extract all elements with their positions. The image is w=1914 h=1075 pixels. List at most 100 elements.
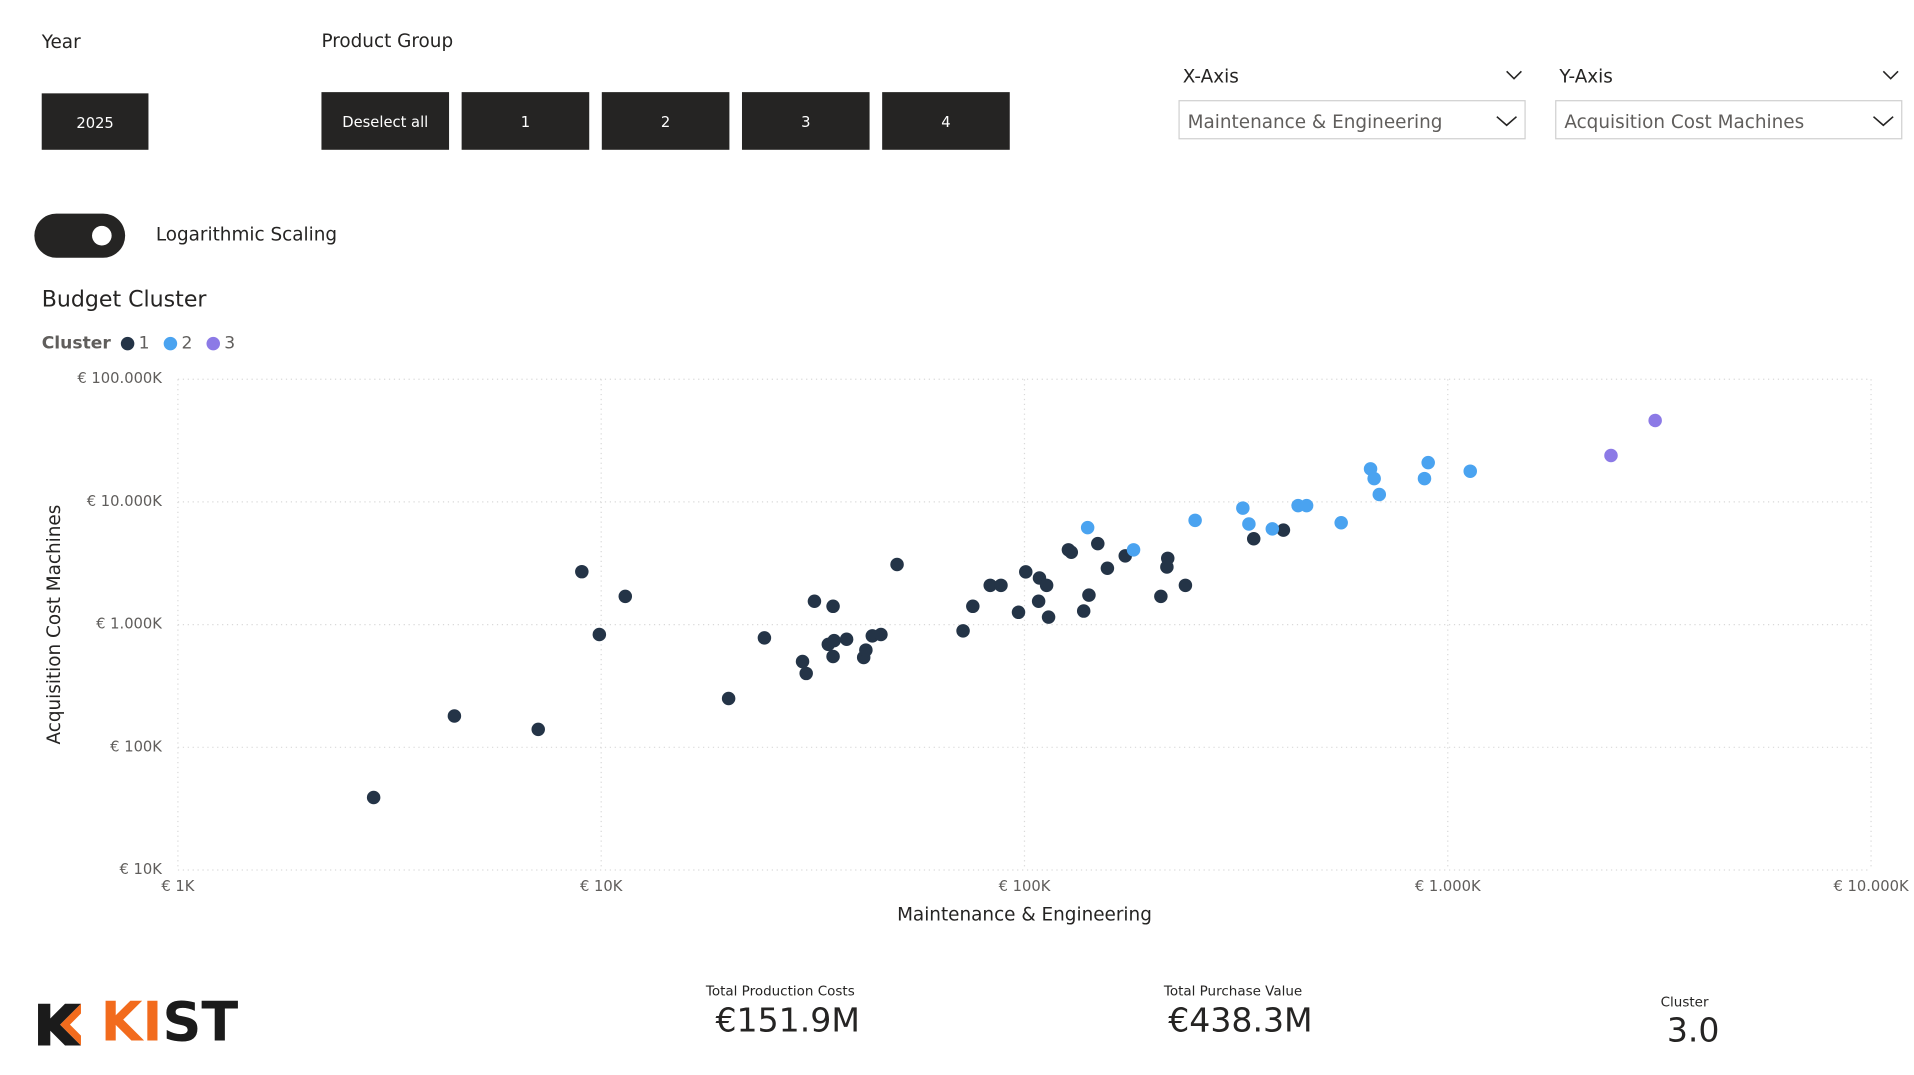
- year-button[interactable]: [41, 93, 149, 150]
- product-group-button[interactable]: [461, 92, 590, 150]
- data-point: [966, 599, 980, 614]
- chevron: [1506, 70, 1522, 80]
- y-axis-title: Acquisition Cost Machines: [44, 505, 65, 745]
- data-point: [1091, 536, 1105, 551]
- x-tick-label: € 1K: [161, 878, 194, 895]
- toggle-label: Logarithmic Scaling: [156, 225, 337, 246]
- data-point: [447, 709, 462, 723]
- data-point: [827, 633, 841, 648]
- x-axis-dropdown[interactable]: [1178, 100, 1526, 140]
- logo-icon-accent: [60, 1003, 81, 1046]
- data-point: [1372, 487, 1387, 502]
- kpi-label: Total Purchase Value: [1163, 983, 1302, 999]
- product-group-button-label: 4: [941, 114, 950, 131]
- data-point: [983, 578, 997, 593]
- logo-text: KIST: [101, 990, 239, 1053]
- y-axis-dropdown[interactable]: [1555, 100, 1903, 140]
- legend-marker: [163, 336, 178, 351]
- data-point: [799, 666, 813, 681]
- slicers: Year Product Group X-Axis Maintenance & …: [34, 31, 1903, 258]
- y-tick-label: € 1.000K: [96, 616, 162, 633]
- data-point: [1100, 561, 1115, 575]
- logo: KIST: [38, 990, 238, 1053]
- data-point: [1076, 604, 1091, 618]
- legend-label: 2: [181, 334, 192, 354]
- data-point: [826, 599, 840, 614]
- product-group-button-label: Deselect all: [342, 114, 428, 131]
- data-point: [1160, 551, 1175, 566]
- data-point: [1154, 589, 1168, 604]
- y-tick-label: € 100.000K: [77, 370, 162, 387]
- data-point: [1648, 413, 1662, 428]
- data-point: [1019, 565, 1033, 579]
- y-tick-label: € 100K: [110, 738, 162, 755]
- data-point: [1236, 501, 1250, 515]
- y-tick-label: € 10K: [120, 861, 163, 878]
- legend-label: 1: [139, 334, 150, 354]
- x-axis-selected: Maintenance & Engineering: [1188, 112, 1443, 133]
- data-point: [531, 722, 545, 737]
- product-group-button[interactable]: [601, 92, 730, 150]
- data-point: [826, 649, 840, 664]
- data-point: [1463, 464, 1477, 478]
- data-point: [618, 589, 633, 604]
- data-point: [994, 578, 1008, 593]
- product-group-button-label: 2: [661, 114, 670, 131]
- data-point: [1417, 471, 1432, 486]
- data-point: [575, 564, 589, 579]
- data-point: [1604, 448, 1618, 463]
- x-tick-label: € 10K: [580, 878, 623, 895]
- data-point: [1246, 531, 1261, 546]
- chevron: [1882, 70, 1899, 80]
- kpi-value: 3.0: [1667, 1010, 1720, 1049]
- data-point: [757, 631, 772, 645]
- data-point: [1039, 578, 1054, 593]
- chart-title: Budget Cluster: [42, 288, 208, 313]
- x-tick-label: € 100K: [999, 878, 1051, 895]
- data-point: [807, 594, 822, 609]
- x-axis-title: Maintenance & Engineering: [897, 904, 1152, 925]
- legend-marker: [206, 336, 220, 351]
- toggle-knob: [92, 225, 112, 246]
- data-point: [874, 627, 888, 642]
- data-point: [366, 790, 381, 805]
- kpi-value: €438.3M: [1168, 1001, 1312, 1040]
- year-label: Year: [41, 32, 81, 53]
- kpi-value: €151.9M: [715, 1001, 859, 1040]
- data-point: [1082, 588, 1096, 602]
- y-axis-selected: Acquisition Cost Machines: [1564, 112, 1804, 133]
- data-point: [1178, 578, 1193, 593]
- x-axis-label: X-Axis: [1183, 66, 1239, 87]
- data-point: [1367, 471, 1381, 486]
- data-point: [1031, 594, 1046, 609]
- data-point: [592, 627, 607, 642]
- product-group-button[interactable]: [882, 92, 1010, 150]
- kpi-label: Cluster: [1661, 995, 1709, 1011]
- year-button-label: 2025: [76, 115, 113, 132]
- data-point: [1126, 543, 1141, 557]
- product-group-button-label: 1: [521, 114, 530, 131]
- data-point: [795, 654, 810, 669]
- data-point: [1334, 516, 1348, 530]
- data-point: [1242, 517, 1256, 531]
- data-point: [1421, 455, 1435, 470]
- chevron: [1872, 116, 1894, 127]
- legend-marker: [120, 336, 135, 351]
- product-group-button[interactable]: [321, 92, 450, 150]
- kpi-label: Total Production Costs: [705, 983, 855, 999]
- data-point: [859, 643, 873, 657]
- data-point: [1080, 520, 1095, 535]
- data-point: [1299, 498, 1314, 513]
- x-tick-label: € 1.000K: [1415, 878, 1481, 895]
- data-point: [721, 691, 736, 706]
- legend-label: 3: [224, 334, 235, 354]
- product-group-button[interactable]: [741, 92, 870, 150]
- y-axis-label: Y-Axis: [1558, 66, 1612, 87]
- data-point: [1276, 523, 1291, 537]
- logo-icon: [38, 1003, 81, 1046]
- data-point: [1041, 610, 1056, 624]
- product-group-button-label: 3: [801, 114, 810, 131]
- data-point: [890, 557, 904, 572]
- toggle[interactable]: [34, 213, 126, 258]
